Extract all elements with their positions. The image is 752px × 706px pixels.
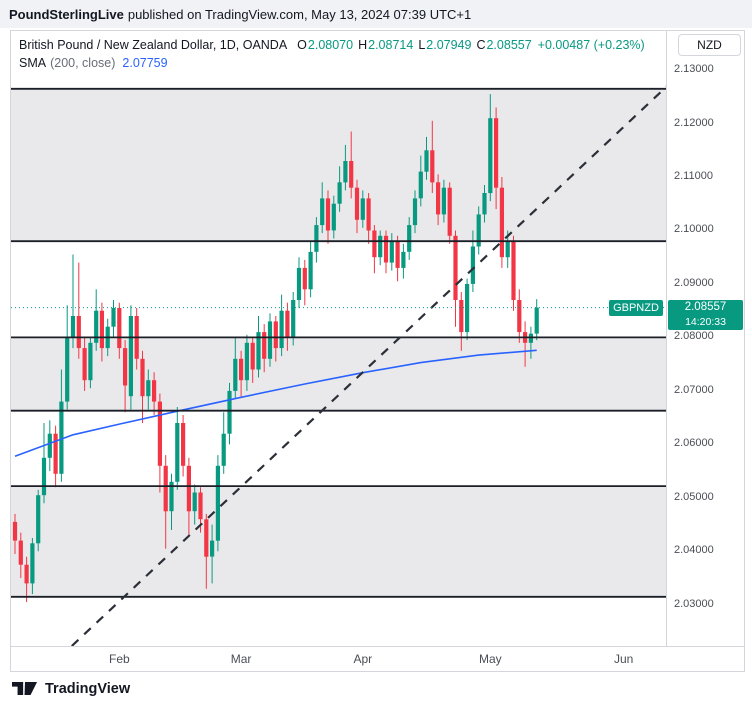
time-axis-label: May	[478, 652, 502, 666]
price-axis-label: 2.07000	[674, 383, 714, 396]
price-axis-label: 2.10000	[674, 223, 714, 236]
time-axis-label: Feb	[108, 652, 130, 666]
tradingview-logo-icon[interactable]	[12, 681, 38, 697]
price-axis[interactable]: NZD 2.08557 14:20:33 2.13000 2.12000 2.110…	[666, 31, 744, 646]
price-axis-label: 2.08000	[674, 330, 714, 343]
sma-label[interactable]: SMA	[19, 56, 47, 70]
change-value: +0.00487 (+0.23%)	[537, 38, 645, 52]
current-price-flag: GBPNZD	[609, 299, 663, 316]
footer: TradingView	[0, 672, 752, 706]
current-price-tag: 2.08557 14:20:33	[668, 299, 743, 330]
price-axis-label: 2.11000	[674, 169, 713, 182]
price-axis-label: 2.06000	[674, 437, 714, 450]
close-value: 2.08557	[486, 38, 532, 52]
open-label: O	[297, 38, 307, 52]
bar-countdown: 14:20:33	[685, 315, 726, 328]
sma-params: (200, close)	[50, 56, 116, 70]
price-axis-label: 2.12000	[674, 116, 714, 129]
chart-card: British Pound / New Zealand Dollar, 1D, …	[10, 30, 745, 672]
symbol-title[interactable]: British Pound / New Zealand Dollar, 1D, …	[19, 38, 288, 52]
candlestick-chart	[11, 85, 666, 646]
chart-plot[interactable]: British Pound / New Zealand Dollar, 1D, …	[11, 31, 666, 646]
publish-banner: PoundSterlingLive published on TradingVi…	[0, 0, 752, 28]
time-axis-label: Jun	[613, 652, 634, 666]
price-axis-label: 2.05000	[674, 490, 714, 503]
time-axis-label: Mar	[230, 652, 252, 666]
low-value: 2.07949	[426, 38, 472, 52]
open-value: 2.08070	[307, 38, 354, 52]
time-axis[interactable]: Feb Mar Apr May Jun	[11, 646, 744, 671]
chart-header: British Pound / New Zealand Dollar, 1D, …	[19, 36, 645, 72]
publish-info: published on TradingView.com, May 13, 20…	[127, 6, 472, 22]
price-axis-label: 2.09000	[674, 276, 714, 289]
publisher-name: PoundSterlingLive	[9, 6, 124, 22]
low-label: L	[418, 38, 426, 52]
currency-button[interactable]: NZD	[678, 34, 741, 56]
sma-value: 2.07759	[122, 56, 168, 70]
current-price-value: 2.08557	[684, 300, 727, 313]
tradingview-brand[interactable]: TradingView	[45, 681, 131, 697]
price-axis-label: 2.03000	[674, 597, 714, 610]
high-label: H	[358, 38, 368, 52]
close-label: C	[476, 38, 486, 52]
high-value: 2.08714	[368, 38, 414, 52]
time-axis-label: Apr	[353, 652, 373, 666]
price-axis-label: 2.04000	[674, 544, 714, 557]
price-axis-label: 2.13000	[674, 63, 714, 76]
